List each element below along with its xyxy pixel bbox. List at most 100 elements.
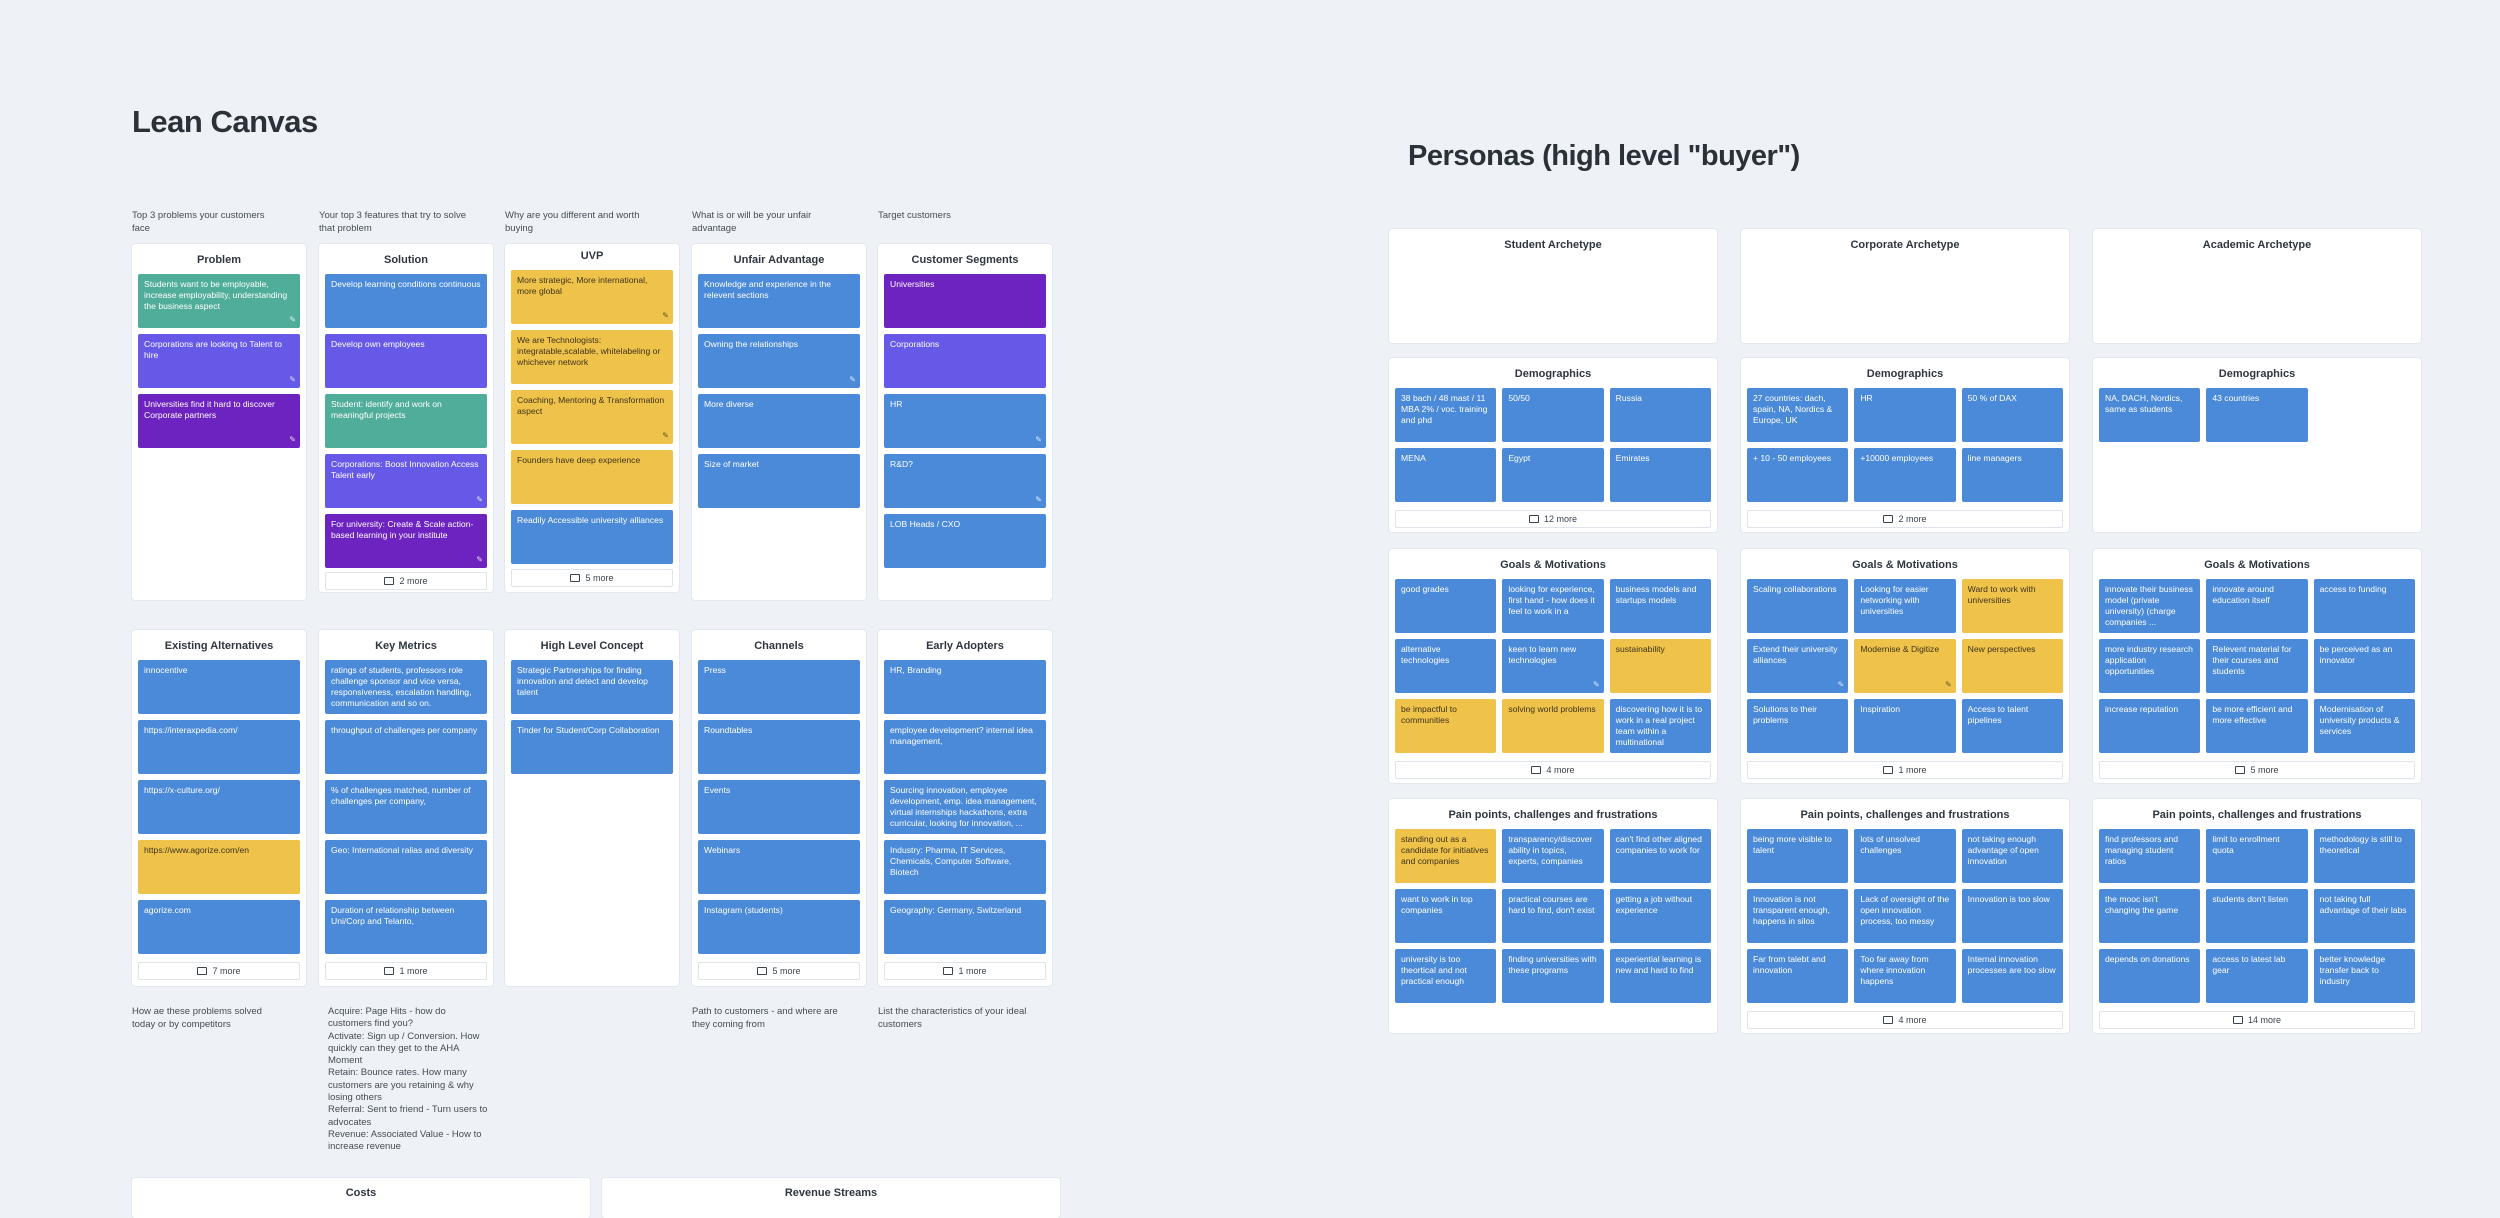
sticky-card[interactable]: Develop learning conditions continuous bbox=[325, 274, 487, 328]
sticky-card[interactable]: innocentive bbox=[138, 660, 300, 714]
sticky-card[interactable]: Student: identify and work on meaningful… bbox=[325, 394, 487, 448]
sticky-card[interactable]: Sourcing innovation, employee developmen… bbox=[884, 780, 1046, 834]
sticky-card[interactable]: Modernise & Digitize ✎ bbox=[1854, 639, 1956, 693]
sticky-card[interactable]: limit to enrollment quota bbox=[2206, 829, 2308, 883]
column-channels[interactable]: Channels Press Roundtables Events Webina… bbox=[692, 630, 866, 986]
show-more-button[interactable]: 2 more bbox=[1747, 510, 2063, 528]
sticky-card[interactable]: LOB Heads / CXO bbox=[884, 514, 1046, 568]
sticky-card[interactable]: Corporations: Boost Innovation Access Ta… bbox=[325, 454, 487, 508]
sticky-card[interactable]: 43 countries bbox=[2206, 388, 2308, 442]
column-costs[interactable]: Costs bbox=[132, 1178, 590, 1218]
sticky-card[interactable]: looking for experience, first hand - how… bbox=[1502, 579, 1604, 633]
column-early-adopters[interactable]: Early Adopters HR, Branding employee dev… bbox=[878, 630, 1052, 986]
sticky-card[interactable]: HR, Branding bbox=[884, 660, 1046, 714]
sticky-card[interactable]: Press bbox=[698, 660, 860, 714]
sticky-card[interactable]: Students want to be employable, increase… bbox=[138, 274, 300, 328]
show-more-button[interactable]: 1 more bbox=[884, 962, 1046, 980]
sticky-card[interactable]: 27 countries: dach, spain, NA, Nordics &… bbox=[1747, 388, 1849, 442]
sticky-card[interactable]: Strategic Partnerships for finding innov… bbox=[511, 660, 673, 714]
column-customer-segments[interactable]: Customer Segments Universities Corporati… bbox=[878, 244, 1052, 600]
sticky-card[interactable]: not taking full advantage of their labs bbox=[2313, 889, 2415, 943]
corporate-pain-points[interactable]: Pain points, challenges and frustrations… bbox=[1741, 799, 2069, 1033]
sticky-card[interactable]: R&D? ✎ bbox=[884, 454, 1046, 508]
show-more-button[interactable]: 4 more bbox=[1747, 1011, 2063, 1029]
sticky-card[interactable]: Innovation is not transparent enough, ha… bbox=[1747, 889, 1849, 943]
student-demographics[interactable]: Demographics 38 bach / 48 mast / 11 MBA … bbox=[1389, 358, 1717, 532]
academic-goals[interactable]: Goals & Motivations innovate their busin… bbox=[2093, 549, 2421, 783]
sticky-card[interactable]: 50/50 bbox=[1502, 388, 1604, 442]
sticky-card[interactable]: agorize.com bbox=[138, 900, 300, 954]
sticky-card[interactable]: discovering how it is to work in a real … bbox=[1609, 699, 1711, 753]
student-archetype-card[interactable]: Student Archetype bbox=[1389, 229, 1717, 343]
show-more-button[interactable]: 1 more bbox=[1747, 761, 2063, 779]
sticky-card[interactable]: good grades bbox=[1395, 579, 1497, 633]
sticky-card[interactable]: Innovation is too slow bbox=[1961, 889, 2063, 943]
sticky-card[interactable]: Internal innovation processes are too sl… bbox=[1961, 949, 2063, 1003]
academic-pain-points[interactable]: Pain points, challenges and frustrations… bbox=[2093, 799, 2421, 1033]
column-solution[interactable]: Solution Develop learning conditions con… bbox=[319, 244, 493, 592]
sticky-card[interactable]: Instagram (students) bbox=[698, 900, 860, 954]
sticky-card[interactable]: more industry research application oppor… bbox=[2099, 639, 2201, 693]
sticky-card[interactable]: Knowledge and experience in the relevent… bbox=[698, 274, 860, 328]
show-more-button[interactable]: 5 more bbox=[511, 569, 673, 587]
show-more-button[interactable]: 4 more bbox=[1395, 761, 1711, 779]
show-more-button[interactable]: 12 more bbox=[1395, 510, 1711, 528]
sticky-card[interactable]: New perspectives bbox=[1961, 639, 2063, 693]
student-goals[interactable]: Goals & Motivations good grades looking … bbox=[1389, 549, 1717, 783]
sticky-card[interactable]: MENA bbox=[1395, 448, 1497, 502]
sticky-card[interactable]: business models and startups models bbox=[1609, 579, 1711, 633]
sticky-card[interactable]: be more efficient and more effective bbox=[2206, 699, 2308, 753]
sticky-card[interactable]: Emirates bbox=[1609, 448, 1711, 502]
column-high-level-concept[interactable]: High Level Concept Strategic Partnership… bbox=[505, 630, 679, 986]
sticky-card[interactable]: Universities bbox=[884, 274, 1046, 328]
show-more-button[interactable]: 14 more bbox=[2099, 1011, 2415, 1029]
sticky-card[interactable]: Coaching, Mentoring & Transformation asp… bbox=[511, 390, 673, 444]
sticky-card[interactable]: % of challenges matched, number of chall… bbox=[325, 780, 487, 834]
sticky-card[interactable]: ratings of students, professors role cha… bbox=[325, 660, 487, 714]
corporate-goals[interactable]: Goals & Motivations Scaling collaboratio… bbox=[1741, 549, 2069, 783]
show-more-button[interactable]: 5 more bbox=[698, 962, 860, 980]
sticky-card[interactable]: Universities find it hard to discover Co… bbox=[138, 394, 300, 448]
sticky-card[interactable]: More diverse bbox=[698, 394, 860, 448]
column-key-metrics[interactable]: Key Metrics ratings of students, profess… bbox=[319, 630, 493, 986]
sticky-card[interactable]: experiential learning is new and hard to… bbox=[1609, 949, 1711, 1003]
sticky-card[interactable]: access to latest lab gear bbox=[2206, 949, 2308, 1003]
sticky-card[interactable]: More strategic, More international, more… bbox=[511, 270, 673, 324]
sticky-card[interactable]: Inspiration bbox=[1854, 699, 1956, 753]
sticky-card[interactable]: practical courses are hard to find, don'… bbox=[1502, 889, 1604, 943]
sticky-card[interactable]: getting a job without experience bbox=[1609, 889, 1711, 943]
sticky-card[interactable]: Tinder for Student/Corp Collaboration bbox=[511, 720, 673, 774]
sticky-card[interactable]: access to funding bbox=[2313, 579, 2415, 633]
sticky-card[interactable]: https://www.agorize.com/en bbox=[138, 840, 300, 894]
sticky-card[interactable]: standing out as a candidate for initiati… bbox=[1395, 829, 1497, 883]
sticky-card[interactable]: depends on donations bbox=[2099, 949, 2201, 1003]
sticky-card[interactable]: NA, DACH, Nordics, same as students bbox=[2099, 388, 2201, 442]
sticky-card[interactable]: Owning the relationships ✎ bbox=[698, 334, 860, 388]
sticky-card[interactable]: +10000 employees bbox=[1854, 448, 1956, 502]
column-existing-alternatives[interactable]: Existing Alternatives innocentive https:… bbox=[132, 630, 306, 986]
sticky-card[interactable]: throughput of challenges per company bbox=[325, 720, 487, 774]
sticky-card[interactable]: Founders have deep experience bbox=[511, 450, 673, 504]
sticky-card[interactable]: Extend their university alliances ✎ bbox=[1747, 639, 1849, 693]
sticky-card[interactable]: solving world problems bbox=[1502, 699, 1604, 753]
sticky-card[interactable]: Industry: Pharma, IT Services, Chemicals… bbox=[884, 840, 1046, 894]
sticky-card[interactable]: the mooc isn't changing the game bbox=[2099, 889, 2201, 943]
sticky-card[interactable]: increase reputation bbox=[2099, 699, 2201, 753]
sticky-card[interactable]: alternative technologies bbox=[1395, 639, 1497, 693]
sticky-card[interactable]: students don't listen bbox=[2206, 889, 2308, 943]
sticky-card[interactable]: innovate their business model (private u… bbox=[2099, 579, 2201, 633]
sticky-card[interactable]: Develop own employees bbox=[325, 334, 487, 388]
show-more-button[interactable]: 2 more bbox=[325, 572, 487, 590]
sticky-card[interactable]: employee development? internal idea mana… bbox=[884, 720, 1046, 774]
sticky-card[interactable]: HR ✎ bbox=[884, 394, 1046, 448]
academic-demographics[interactable]: Demographics NA, DACH, Nordics, same as … bbox=[2093, 358, 2421, 532]
sticky-card[interactable]: sustainability bbox=[1609, 639, 1711, 693]
sticky-card[interactable]: Russia bbox=[1609, 388, 1711, 442]
sticky-card[interactable]: https://x-culture.org/ bbox=[138, 780, 300, 834]
sticky-card[interactable]: want to work in top companies bbox=[1395, 889, 1497, 943]
sticky-card[interactable]: Lack of oversight of the open innovation… bbox=[1854, 889, 1956, 943]
sticky-card[interactable]: innovate around education itself bbox=[2206, 579, 2308, 633]
sticky-card[interactable]: We are Technologists: integratable,scala… bbox=[511, 330, 673, 384]
sticky-card[interactable]: Corporations are looking to Talent to hi… bbox=[138, 334, 300, 388]
sticky-card[interactable]: HR bbox=[1854, 388, 1956, 442]
